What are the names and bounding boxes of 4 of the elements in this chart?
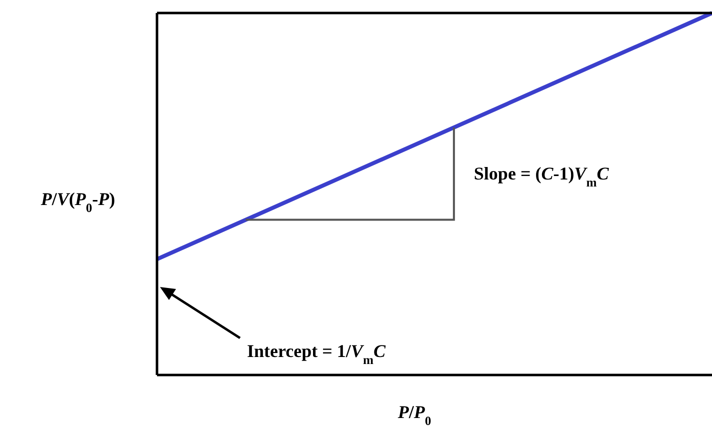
text: P/V(P$_{0}$-P)	[40, 189, 116, 215]
x-axis-title: P/P$_{0}$	[396, 402, 432, 428]
annotation: Slope = (C-1)V$_{m}$C	[474, 164, 610, 190]
annotation: Intercept = 1/V$_{m}$C	[247, 341, 386, 367]
